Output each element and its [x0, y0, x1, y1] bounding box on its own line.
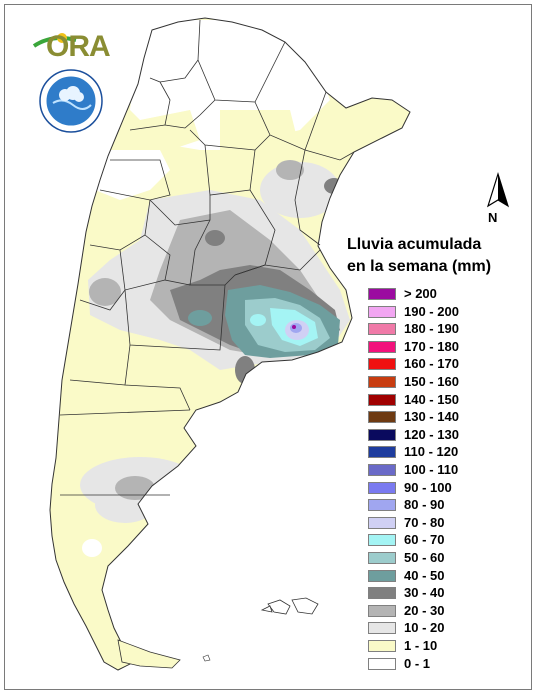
north-arrow-icon	[486, 171, 510, 208]
ora-logo-mark	[32, 33, 77, 48]
zone-1-10-north-band	[220, 110, 300, 175]
zone-20-30-patagonia	[115, 476, 155, 500]
province-borders	[59, 19, 355, 496]
argentina-outline	[49, 17, 411, 671]
tierra-del-fuego	[117, 639, 181, 669]
legend-swatch	[368, 516, 396, 529]
legend-swatch	[368, 393, 396, 406]
legend-label: 80 - 90	[404, 497, 445, 513]
legend-label: 180 - 190	[404, 321, 459, 337]
malvinas-islands	[260, 597, 319, 615]
legend-swatch	[368, 376, 396, 388]
zone-0-1-south	[82, 539, 102, 557]
legend-swatch	[368, 358, 396, 371]
legend-swatch	[368, 499, 396, 512]
zone-30-40-blob	[205, 230, 225, 246]
zone-80-90	[290, 323, 302, 333]
legend-label: 140 - 150	[404, 391, 459, 407]
legend-title-line1: Lluvia acumulada	[347, 236, 482, 253]
legend-label: 130 - 140	[404, 409, 459, 425]
legend-label: 30 - 40	[404, 585, 445, 601]
legend-label: 110 - 120	[404, 444, 459, 460]
legend-swatch	[368, 587, 396, 600]
legend-label: 20 - 30	[404, 602, 445, 618]
legend-label: 120 - 130	[404, 426, 459, 442]
legend-swatch	[368, 411, 396, 424]
legend-label: 1 - 10	[404, 638, 438, 653]
legend-label: 160 - 170	[404, 356, 459, 372]
zone-60-70-west	[250, 314, 266, 326]
legend-label: 150 - 160	[404, 374, 459, 389]
legend-swatch	[368, 657, 396, 670]
legend-label: 10 - 20	[404, 620, 445, 636]
zone-0-1-spot	[106, 162, 150, 194]
north-label: N	[488, 210, 498, 225]
zone-20-30-west	[89, 278, 121, 306]
legend-swatch	[368, 446, 396, 459]
legend-swatch	[368, 534, 396, 547]
legend-label: 100 - 110	[404, 462, 459, 477]
smn-seal-icon	[39, 69, 103, 133]
legend-label: 60 - 70	[404, 532, 445, 548]
zone-1-10-salta	[140, 110, 200, 150]
legend-swatch	[368, 340, 396, 353]
ora-logo-text: ORA	[46, 30, 111, 63]
zone-40-50-blob	[188, 310, 212, 326]
legend-label: 70 - 80	[404, 514, 445, 530]
legend-swatch	[368, 323, 396, 336]
legend-label: 90 - 100	[404, 479, 452, 495]
legend-swatch	[368, 305, 396, 318]
zone-30-40-ne	[324, 178, 344, 194]
zone-20-30-ne	[276, 160, 304, 180]
legend-swatch	[368, 288, 396, 300]
legend-swatch	[368, 640, 396, 652]
isla-dot	[202, 654, 211, 662]
legend-swatch	[368, 604, 396, 617]
legend-label: 0 - 1	[404, 655, 431, 671]
legend-label: 190 - 200	[404, 303, 459, 319]
legend-swatch	[368, 552, 396, 564]
ora-logo: ORA	[32, 28, 111, 64]
legend-swatch	[368, 464, 396, 476]
legend-swatch	[368, 481, 396, 494]
zone-190-200	[292, 325, 296, 329]
legend-label: > 200	[404, 286, 437, 301]
legend-label: 50 - 60	[404, 550, 445, 565]
legend-swatch	[368, 622, 396, 635]
legend-swatch	[368, 428, 396, 441]
legend-label: 170 - 180	[404, 338, 459, 354]
legend-title-line2: en la semana (mm)	[347, 258, 492, 275]
legend-label: 40 - 50	[404, 567, 445, 583]
legend-swatch	[368, 569, 396, 582]
